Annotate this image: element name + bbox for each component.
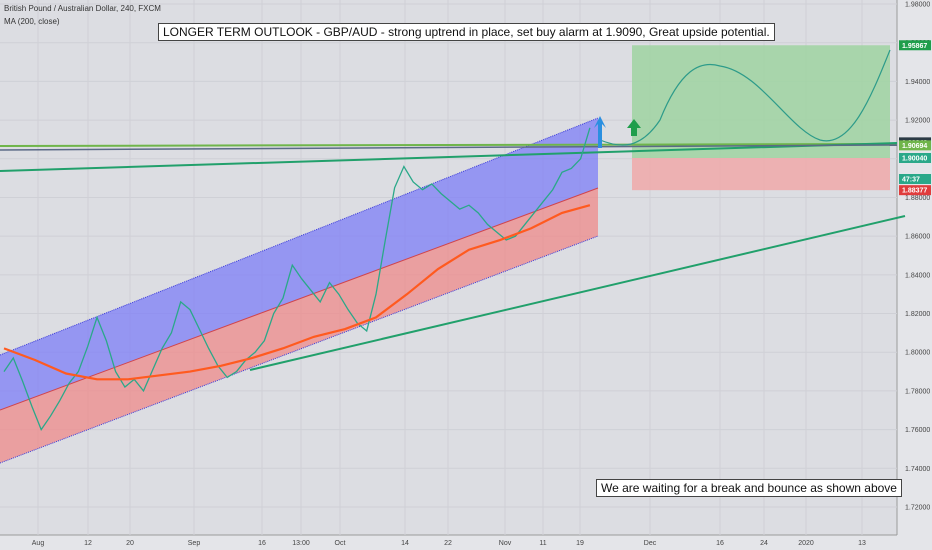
price-tick-label: 1.80000 — [905, 350, 930, 357]
projection-curve — [599, 49, 891, 146]
price-tick-label: 1.84000 — [905, 272, 930, 279]
channel-lower — [0, 188, 598, 463]
upper-trend-line — [0, 142, 898, 172]
time-tick-label: 16 — [258, 540, 266, 547]
stop-zone — [632, 157, 890, 191]
trend-lines — [0, 142, 906, 371]
price-tag — [899, 174, 931, 184]
price-tick-label: 1.92000 — [905, 118, 930, 125]
current-price-line — [0, 144, 898, 151]
price-tick-label: 1.78000 — [905, 388, 930, 395]
indicator-label[interactable]: MA (200, close) — [4, 17, 60, 26]
series-layer — [3, 127, 591, 431]
price-tag — [899, 185, 931, 196]
price-channel — [0, 117, 599, 464]
price-tick-label: 1.88000 — [905, 195, 930, 202]
channel-mid-line — [0, 187, 599, 411]
price-series-line — [3, 127, 591, 431]
time-tick-label: Oct — [335, 540, 346, 547]
price-tag-label: 1.88377 — [902, 188, 927, 195]
price-tag-label: 1.95867 — [902, 43, 927, 50]
time-tick-label: Aug — [32, 540, 45, 547]
time-tick-label: Nov — [499, 540, 512, 547]
channel-upper — [0, 118, 598, 410]
price-tag-label: 1.90040 — [902, 155, 927, 162]
price-tick-label: 1.76000 — [905, 427, 930, 434]
symbol-title: British Pound / Australian Dollar, 240, … — [4, 4, 161, 13]
price-tick-label: 1.74000 — [905, 466, 930, 473]
time-axis-bg — [0, 535, 932, 550]
price-tick-label: 1.94000 — [905, 79, 930, 86]
price-tag — [899, 140, 931, 151]
channel-top-edge — [0, 117, 599, 356]
time-tick-label: 20 — [126, 540, 134, 547]
price-tag — [899, 40, 931, 51]
blue-up-arrow-icon — [594, 116, 606, 148]
outlook-annotation[interactable]: LONGER TERM OUTLOOK - GBP/AUD - strong u… — [158, 23, 775, 41]
time-tick-label: 16 — [716, 540, 724, 547]
time-tick-label: Dec — [644, 540, 657, 547]
ma-series-line — [3, 204, 591, 381]
price-tag-label: 47:37 — [902, 177, 920, 184]
resistance-line — [0, 143, 898, 147]
price-tag-label: 1.90694 — [902, 143, 927, 150]
time-axis: Aug 12 20 Sep 16 13:00 Oct 14 22 Nov 11 19 Dec 16 24 20… — [32, 540, 866, 547]
price-tick-label: 1.98000 — [905, 2, 930, 9]
time-tick-label: 13 — [858, 540, 866, 547]
price-tag — [899, 152, 931, 163]
green-up-arrow-icon — [627, 119, 641, 136]
time-tick-label: Sep — [188, 540, 201, 547]
price-axis-bg — [897, 0, 932, 550]
price-tick-label: 1.72000 — [905, 505, 930, 512]
lower-trend-line — [249, 215, 906, 371]
time-tick-label: 11 — [539, 540, 546, 547]
time-tick-label: 2020 — [798, 540, 814, 547]
time-tick-label: 12 — [84, 540, 92, 547]
time-tick-label: 13:00 — [292, 540, 310, 547]
time-tick-label: 19 — [576, 540, 584, 547]
waiting-annotation[interactable]: We are waiting for a break and bounce as… — [596, 479, 902, 497]
price-tick-label: 1.82000 — [905, 311, 930, 318]
time-tick-label: 14 — [401, 540, 409, 547]
channel-bottom-edge — [0, 235, 599, 464]
price-tick-label: 1.86000 — [905, 234, 930, 241]
target-zone — [632, 45, 890, 158]
time-tick-label: 24 — [760, 540, 768, 547]
time-tick-label: 22 — [444, 540, 452, 547]
projection-layer — [594, 49, 891, 148]
position-zones — [632, 45, 890, 191]
